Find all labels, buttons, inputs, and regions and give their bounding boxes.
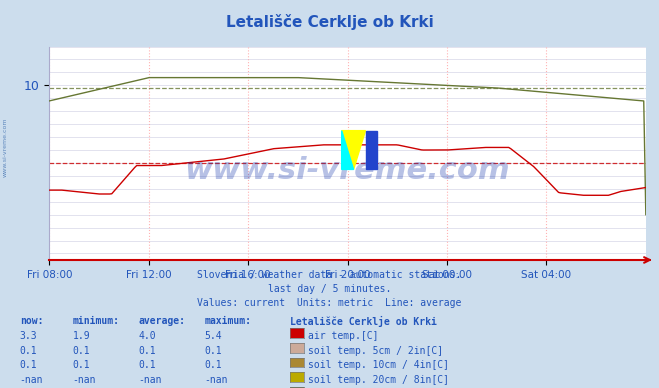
Text: 0.1: 0.1: [72, 360, 90, 371]
Text: soil temp. 10cm / 4in[C]: soil temp. 10cm / 4in[C]: [308, 360, 449, 371]
Text: soil temp. 20cm / 8in[C]: soil temp. 20cm / 8in[C]: [308, 375, 449, 385]
Text: 0.1: 0.1: [20, 360, 38, 371]
Text: air temp.[C]: air temp.[C]: [308, 331, 379, 341]
Text: Letališče Cerklje ob Krki: Letališče Cerklje ob Krki: [290, 316, 437, 327]
Text: 4.0: 4.0: [138, 331, 156, 341]
Text: average:: average:: [138, 316, 185, 326]
Text: 3.3: 3.3: [20, 331, 38, 341]
Text: -nan: -nan: [138, 375, 162, 385]
Text: now:: now:: [20, 316, 43, 326]
Text: www.si-vreme.com: www.si-vreme.com: [3, 118, 8, 177]
Text: 0.1: 0.1: [20, 346, 38, 356]
Text: 0.1: 0.1: [204, 360, 222, 371]
Text: 5.4: 5.4: [204, 331, 222, 341]
Text: www.si-vreme.com: www.si-vreme.com: [185, 156, 511, 185]
Text: last day / 5 minutes.: last day / 5 minutes.: [268, 284, 391, 294]
Text: 0.1: 0.1: [138, 360, 156, 371]
Text: -nan: -nan: [20, 375, 43, 385]
Text: -nan: -nan: [204, 375, 228, 385]
Polygon shape: [341, 131, 354, 170]
Text: minimum:: minimum:: [72, 316, 119, 326]
Text: maximum:: maximum:: [204, 316, 251, 326]
Text: Slovenia / weather data - automatic stations.: Slovenia / weather data - automatic stat…: [197, 270, 462, 280]
Text: Letališče Cerklje ob Krki: Letališče Cerklje ob Krki: [225, 14, 434, 29]
Text: -nan: -nan: [72, 375, 96, 385]
Text: 0.1: 0.1: [138, 346, 156, 356]
Polygon shape: [341, 131, 366, 170]
Text: 1.9: 1.9: [72, 331, 90, 341]
Text: Values: current  Units: metric  Line: average: Values: current Units: metric Line: aver…: [197, 298, 462, 308]
Text: soil temp. 5cm / 2in[C]: soil temp. 5cm / 2in[C]: [308, 346, 444, 356]
Text: 0.1: 0.1: [72, 346, 90, 356]
Polygon shape: [366, 131, 378, 170]
Text: 0.1: 0.1: [204, 346, 222, 356]
